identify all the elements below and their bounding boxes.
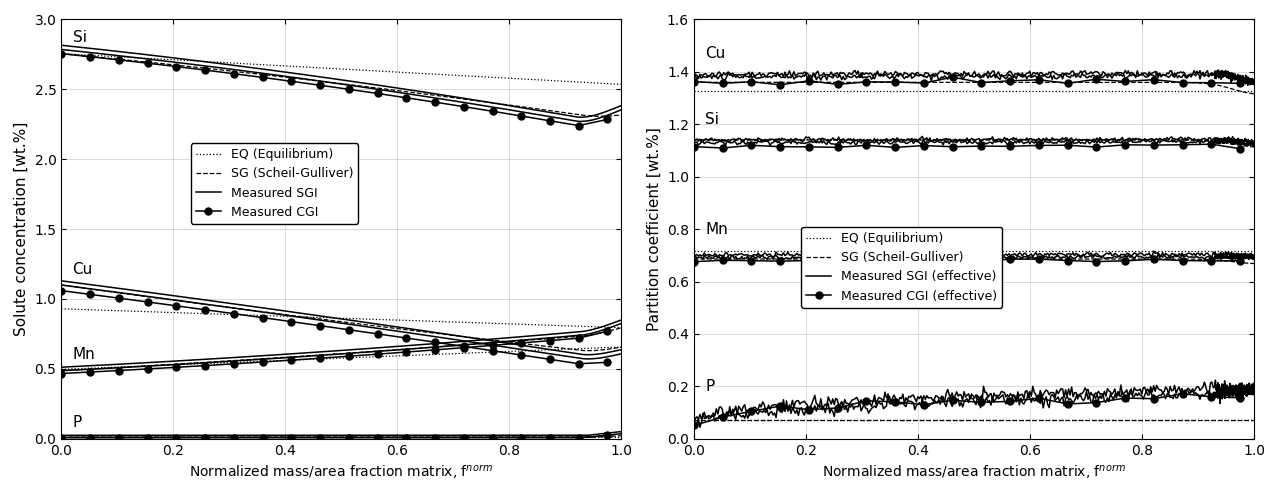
Text: Si: Si <box>73 30 87 45</box>
X-axis label: Normalized mass/area fraction matrix, f$^{norm}$: Normalized mass/area fraction matrix, f$… <box>189 463 494 481</box>
Y-axis label: Solute concentration [wt.%]: Solute concentration [wt.%] <box>14 122 29 336</box>
Text: P: P <box>73 415 82 431</box>
Text: Mn: Mn <box>73 347 95 362</box>
Legend: EQ (Equilibrium), SG (Scheil-Gulliver), Measured SGI, Measured CGI: EQ (Equilibrium), SG (Scheil-Gulliver), … <box>191 143 358 224</box>
Text: Si: Si <box>705 112 719 127</box>
Text: Mn: Mn <box>705 222 728 237</box>
Legend: EQ (Equilibrium), SG (Scheil-Gulliver), Measured SGI (effective), Measured CGI (: EQ (Equilibrium), SG (Scheil-Gulliver), … <box>801 227 1003 308</box>
Text: Cu: Cu <box>705 47 725 61</box>
Text: Cu: Cu <box>73 262 93 277</box>
X-axis label: Normalized mass/area fraction matrix, f$^{norm}$: Normalized mass/area fraction matrix, f$… <box>822 463 1126 481</box>
Y-axis label: Partition coefficient [wt.%]: Partition coefficient [wt.%] <box>646 127 661 331</box>
Text: P: P <box>705 379 715 394</box>
